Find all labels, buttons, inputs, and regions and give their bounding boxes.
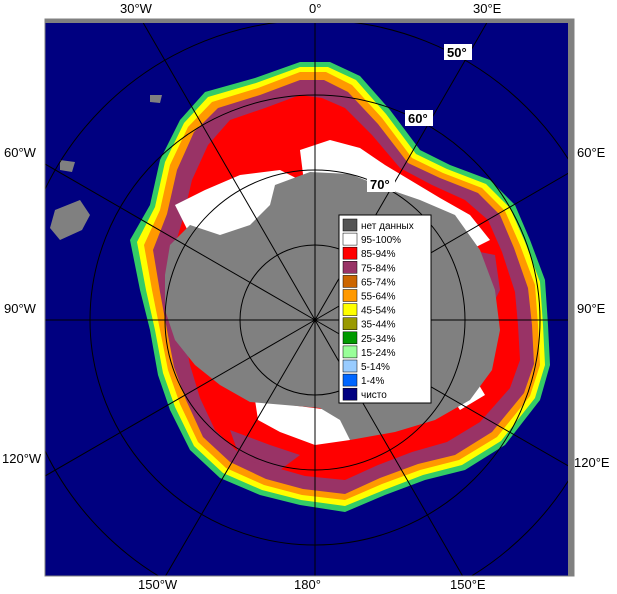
lon-label-90e: 90°E <box>577 301 606 316</box>
frame-right-strip <box>568 19 574 576</box>
legend-swatch <box>342 261 358 274</box>
legend-label: 55-64% <box>361 292 396 303</box>
meridian-120w <box>45 319 316 477</box>
lon-label-60w: 60°W <box>4 145 37 160</box>
latitude-label-50: 50° <box>444 44 472 60</box>
no-data-patch <box>150 95 162 103</box>
legend-label: 25-34% <box>361 334 396 345</box>
legend-label: 95-100% <box>361 235 401 246</box>
lon-label-90w: 90°W <box>4 301 37 316</box>
legend-swatch <box>342 359 358 373</box>
meridian-60w <box>45 163 316 321</box>
legend-label: 15-24% <box>361 348 396 359</box>
no-data-patch <box>50 200 90 240</box>
legend: нет данных 95-100% 85-94% 75-84% 65-74% 55-64… <box>338 214 432 404</box>
meridian-150w <box>164 319 316 576</box>
legend-swatch <box>342 303 358 316</box>
svg-text:60°: 60° <box>408 111 428 126</box>
legend-label: чисто <box>361 390 387 401</box>
lon-label-60e: 60°E <box>577 145 606 160</box>
frame-top-strip <box>45 19 574 23</box>
legend-swatch <box>342 387 358 401</box>
legend-swatch <box>342 331 358 345</box>
lon-label-120e: 120°E <box>574 455 610 470</box>
svg-text:50°: 50° <box>447 45 467 60</box>
legend-swatch <box>342 373 358 387</box>
legend-label: 75-84% <box>361 263 396 274</box>
lon-label-150w: 150°W <box>138 577 178 592</box>
legend-swatch <box>342 275 358 288</box>
lon-label-30e: 30°E <box>473 1 502 16</box>
lon-label-150e: 150°E <box>450 577 486 592</box>
legend-swatch <box>342 289 358 302</box>
latitude-label-70: 70° <box>367 176 395 192</box>
legend-label: 35-44% <box>361 320 396 331</box>
legend-swatch <box>342 218 358 232</box>
legend-label: 1-4% <box>361 376 384 387</box>
legend-swatch <box>342 246 358 260</box>
legend-label: 45-54% <box>361 306 396 317</box>
legend-label: нет данных <box>361 221 414 232</box>
no-data-patch <box>60 160 75 172</box>
legend-label: 5-14% <box>361 362 390 373</box>
latitude-label-60: 60° <box>405 110 433 126</box>
lon-label-30w: 30°W <box>120 1 153 16</box>
ice-patch-95-100 <box>175 170 300 250</box>
ice-patch-75-84 <box>230 430 300 470</box>
legend-label: 85-94% <box>361 249 396 260</box>
legend-swatch <box>342 345 358 359</box>
lon-label-0: 0° <box>309 1 321 16</box>
svg-text:70°: 70° <box>370 177 390 192</box>
legend-swatch <box>342 232 358 246</box>
lon-label-180: 180° <box>294 577 321 592</box>
meridian-30w <box>140 19 316 321</box>
legend-swatch <box>342 317 358 330</box>
legend-label: 65-74% <box>361 277 396 288</box>
lon-label-120w: 120°W <box>2 451 42 466</box>
